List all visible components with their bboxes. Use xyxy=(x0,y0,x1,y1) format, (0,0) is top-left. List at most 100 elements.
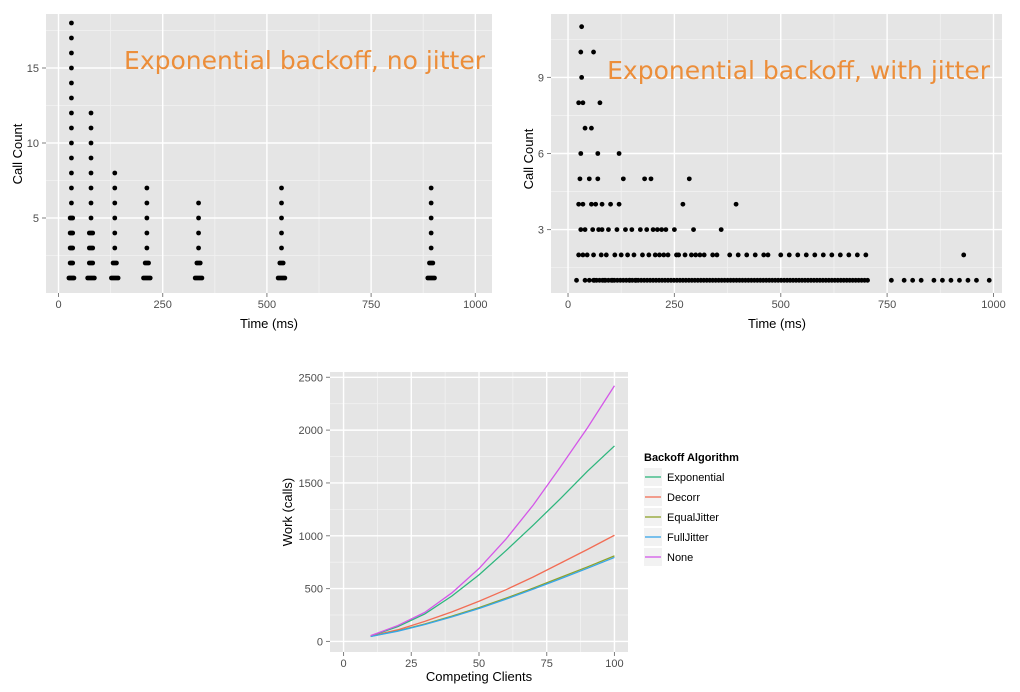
data-point xyxy=(69,200,74,206)
chart-no-jitter: 0 250 500 750 1000 5 10 15 Exponential backoff,… xyxy=(10,14,492,331)
data-point xyxy=(591,252,596,258)
data-point xyxy=(644,227,650,232)
data-point xyxy=(671,227,677,232)
data-point xyxy=(812,252,818,258)
data-points xyxy=(66,20,437,281)
data-point xyxy=(196,200,201,206)
data-point xyxy=(854,252,860,258)
series-line-decorr xyxy=(370,534,615,637)
legend-label: Decorr xyxy=(667,492,700,504)
data-point xyxy=(88,140,94,146)
data-point xyxy=(69,140,74,146)
data-point xyxy=(282,275,288,281)
data-point xyxy=(112,170,118,176)
data-point xyxy=(428,185,434,191)
data-point xyxy=(593,201,599,207)
data-point xyxy=(577,176,583,182)
data-point xyxy=(112,215,118,221)
data-point xyxy=(428,230,434,236)
y-tick-label: 6 xyxy=(538,149,544,161)
data-point xyxy=(115,275,121,281)
data-point xyxy=(589,125,594,131)
data-point xyxy=(616,201,622,207)
data-point xyxy=(88,200,94,206)
data-point xyxy=(795,252,801,258)
data-point xyxy=(640,252,645,258)
data-point xyxy=(90,230,96,236)
legend-label: Exponential xyxy=(667,472,725,484)
data-point xyxy=(948,277,954,283)
data-point xyxy=(986,277,992,283)
data-point xyxy=(596,227,602,232)
data-point xyxy=(714,252,720,258)
data-point xyxy=(69,35,74,41)
y-axis-title: Work (calls) xyxy=(280,478,295,546)
data-point xyxy=(591,277,597,283)
data-point xyxy=(279,215,284,221)
data-point xyxy=(599,227,605,232)
data-point xyxy=(646,252,652,258)
data-point xyxy=(865,277,870,283)
data-point xyxy=(837,252,843,258)
data-point xyxy=(196,230,201,236)
data-point xyxy=(616,151,622,156)
data-point xyxy=(576,252,582,258)
data-point xyxy=(144,185,150,191)
data-point xyxy=(88,170,94,176)
data-point xyxy=(661,252,667,258)
data-point xyxy=(597,100,603,106)
data-point xyxy=(112,245,118,251)
y-tick-label: 5 xyxy=(33,213,39,225)
legend-title: Backoff Algorithm xyxy=(644,452,739,464)
data-point xyxy=(580,100,586,106)
grid-lines xyxy=(46,14,492,293)
y-tick-label: 10 xyxy=(27,138,39,150)
data-point xyxy=(90,245,96,251)
tick-labels: 0 250 500 750 1000 5 10 15 xyxy=(27,63,488,311)
data-point xyxy=(654,227,660,232)
y-tick-label: 15 xyxy=(27,63,39,75)
data-point xyxy=(863,252,869,258)
data-point xyxy=(648,176,654,182)
data-point xyxy=(147,275,153,281)
y-axis-title: Call Count xyxy=(521,128,536,189)
x-tick-label: 0 xyxy=(565,299,571,311)
data-point xyxy=(590,227,596,232)
data-point xyxy=(70,245,76,251)
data-point xyxy=(744,252,750,258)
x-tick-label: 500 xyxy=(772,299,790,311)
tick-labels: 0 250 500 750 1000 3 6 9 xyxy=(538,72,1006,311)
data-point xyxy=(584,252,590,258)
data-point xyxy=(888,277,894,283)
data-point xyxy=(69,155,74,161)
data-point xyxy=(578,227,584,232)
data-point xyxy=(778,252,784,258)
legend-label: EqualJitter xyxy=(667,512,719,524)
data-point xyxy=(112,230,118,236)
data-point xyxy=(627,277,633,283)
data-point xyxy=(280,260,286,266)
data-point xyxy=(663,227,669,232)
data-point xyxy=(279,185,284,191)
data-point xyxy=(69,50,74,56)
y-tick-label: 2000 xyxy=(299,425,323,437)
data-point xyxy=(430,260,436,266)
data-point xyxy=(701,252,707,258)
data-point xyxy=(70,215,76,221)
data-point xyxy=(197,260,203,266)
y-tick-label: 9 xyxy=(538,72,544,84)
data-point xyxy=(586,176,592,182)
data-point xyxy=(279,245,284,251)
data-point xyxy=(428,215,434,221)
data-point xyxy=(88,110,94,116)
data-point xyxy=(601,277,607,283)
data-point xyxy=(918,277,924,283)
x-tick-label: 500 xyxy=(258,299,276,311)
data-point xyxy=(718,227,724,232)
legend: Backoff Algorithm Exponential Decorr Equal… xyxy=(644,452,739,566)
x-tick-label: 1000 xyxy=(463,299,487,311)
x-axis-title: Competing Clients xyxy=(426,669,533,684)
data-point xyxy=(114,260,119,266)
series-line-none xyxy=(370,385,616,637)
